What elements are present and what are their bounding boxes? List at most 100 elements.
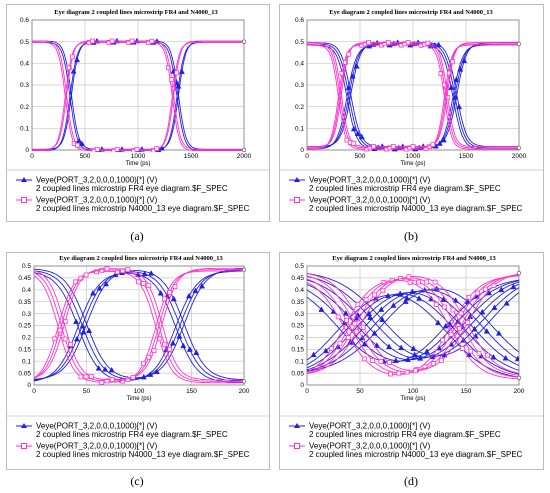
n4000-marker: [476, 350, 482, 356]
x-axis-label: Time (ps): [400, 396, 425, 402]
n4000-marker: [491, 283, 497, 288]
y-tick-label: 0.3: [295, 82, 304, 89]
n4000-trace: [307, 43, 519, 149]
fr4-marker: [78, 140, 86, 147]
y-tick-label: 0.2: [295, 104, 304, 111]
n4000-trace: [34, 269, 244, 382]
n4000-marker: [363, 297, 369, 302]
fr4-marker: [379, 143, 386, 149]
y-tick-label: 0.5: [20, 39, 29, 46]
fr4-marker: [410, 345, 417, 351]
x-tick-label: 1500: [459, 153, 474, 160]
fr4-trace: [34, 269, 244, 380]
n4000-marker: [372, 292, 377, 298]
traces-group: [307, 273, 519, 380]
fr4-marker: [448, 84, 455, 90]
n4000-marker: [57, 327, 63, 333]
fr4-marker: [192, 287, 199, 294]
n4000-marker: [432, 279, 438, 285]
n4000-marker: [172, 284, 178, 289]
chart-title: Eye diagram 2 coupled lines microstrip F…: [54, 9, 218, 16]
fr4-marker: [198, 282, 205, 289]
n4000-marker: [483, 286, 488, 292]
fr4-trace: [34, 270, 244, 381]
x-tick-label: 0: [305, 153, 309, 160]
fr4-marker: [185, 292, 192, 299]
fr4-trace: [34, 271, 244, 382]
fr4-marker: [486, 289, 493, 296]
n4000-marker: [390, 144, 396, 149]
legend-triangle-marker: [21, 177, 27, 182]
fr4-marker: [367, 314, 374, 320]
chart-title: Eye diagram 2 coupled lines microstrip F…: [59, 255, 223, 262]
chart-frame: [279, 4, 544, 222]
fr4-marker: [371, 330, 378, 336]
n4000-marker: [83, 272, 89, 278]
n4000-marker: [433, 301, 439, 307]
n4000-marker: [370, 357, 376, 363]
n4000-marker: [445, 95, 451, 101]
legend-square-marker: [294, 197, 300, 203]
eye-diagram-chart-d: Eye diagram 2 coupled lines microstrip F…: [279, 252, 544, 470]
n4000-marker: [104, 266, 110, 272]
n4000-marker: [83, 374, 89, 380]
y-tick-label: 0.6: [20, 17, 29, 24]
fr4-marker: [354, 130, 361, 137]
legend-series-name: Veye(PORT_3,2,0,0,0,1000)[*] (V): [36, 422, 158, 431]
n4000-marker: [446, 70, 452, 76]
n4000-marker: [425, 40, 431, 46]
n4000-marker: [407, 279, 413, 285]
y-tick-label: 0.35: [291, 299, 304, 306]
n4000-marker: [406, 274, 412, 280]
y-tick-label: 0: [27, 382, 31, 389]
legend-square-marker: [21, 443, 27, 449]
fr4-marker: [440, 296, 447, 302]
n4000-marker: [416, 279, 421, 285]
y-tick-label: 0.3: [22, 311, 31, 318]
n4000-marker: [174, 70, 180, 76]
n4000-trace: [34, 270, 244, 383]
legend-series-source: 2 coupled lines microstrip N4000_13 eye …: [309, 204, 523, 213]
y-tick-label: 0: [25, 147, 29, 154]
legend-series-name: Veye(PORT_3,2,0,0,0,1000)[*] (V): [36, 196, 158, 205]
end-marker: [516, 145, 522, 150]
n4000-trace: [307, 278, 519, 378]
n4000-marker: [410, 144, 416, 149]
fr4-marker: [169, 339, 176, 346]
n4000-marker: [450, 307, 456, 313]
n4000-trace: [307, 44, 519, 150]
y-tick-label: 0.2: [20, 104, 29, 111]
y-tick-label: 0.2: [22, 335, 31, 342]
n4000-marker: [114, 146, 120, 152]
legend-series-name: Veye(PORT_3,2,0,0,0,1000)[*] (V): [36, 442, 158, 451]
fr4-marker: [491, 304, 498, 310]
y-tick-label: 0.15: [18, 347, 31, 354]
n4000-marker: [68, 342, 73, 347]
n4000-marker: [342, 60, 348, 65]
legend-series-name: Veye(PORT_3,2,0,0,0,1000)[*] (V): [309, 442, 431, 451]
n4000-marker: [351, 140, 357, 146]
end-marker: [241, 267, 247, 272]
legend-series-source: 2 coupled lines microstrip FR4 eye diagr…: [309, 184, 501, 193]
n4000-marker: [366, 40, 371, 46]
fr4-marker: [79, 322, 86, 329]
n4000-marker: [355, 301, 361, 307]
n4000-marker: [52, 336, 58, 342]
n4000-marker: [378, 359, 384, 364]
n4000-trace: [34, 269, 244, 382]
y-tick-label: 0.35: [18, 299, 31, 306]
n4000-trace: [307, 273, 519, 372]
fr4-marker: [490, 353, 497, 360]
fr4-marker: [461, 57, 468, 64]
fr4-marker: [435, 41, 442, 48]
fr4-marker: [385, 292, 392, 299]
fr4-marker: [503, 299, 510, 306]
legend-series-name: Veye(PORT_3,2,0,0,0,1000)[*] (V): [309, 176, 431, 185]
n4000-marker: [62, 336, 68, 342]
n4000-marker: [344, 317, 349, 323]
fr4-marker: [404, 356, 411, 362]
chart-title: Eye diagram 2 coupled lines microstrip F…: [329, 9, 493, 16]
n4000-marker: [405, 40, 411, 45]
fr4-trace: [307, 281, 519, 361]
end-marker: [241, 147, 247, 153]
